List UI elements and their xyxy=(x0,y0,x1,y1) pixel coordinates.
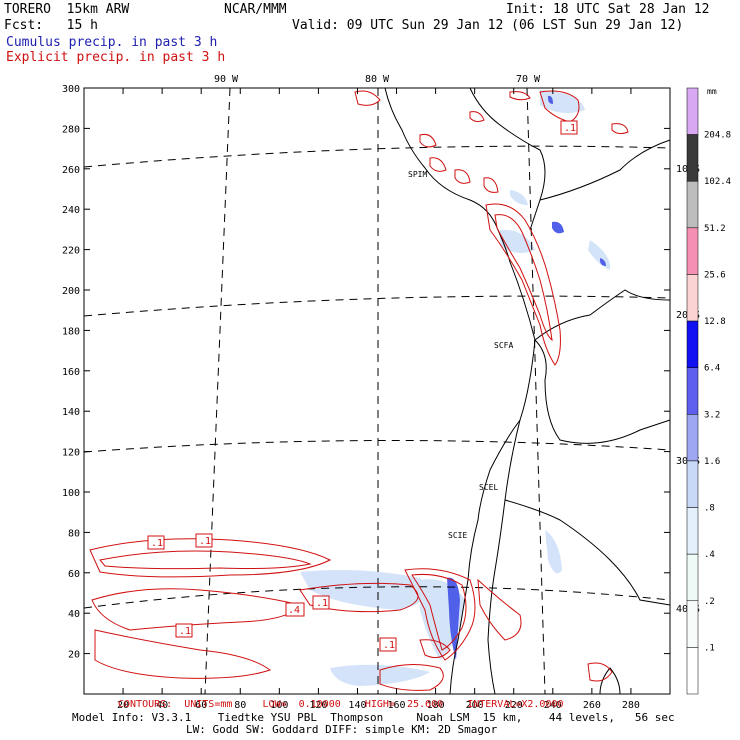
colorbar-swatch xyxy=(686,320,699,368)
x-tick-label: 260 xyxy=(583,700,601,711)
colorbar-swatch xyxy=(686,227,699,275)
colorbar-swatch xyxy=(686,180,699,229)
colorbar-level-label: .2 xyxy=(704,597,715,607)
x-tick-label: 200 xyxy=(466,700,484,711)
colorbar-swatch xyxy=(686,460,699,508)
colorbar-swatch xyxy=(686,600,699,648)
lon-label-90w: 90 W xyxy=(214,74,239,85)
x-axis: 20 40 60 80 100 120 140 160 180 200 220 240 260 280 xyxy=(117,88,640,711)
y-axis: 20 40 60 80 100 120 140 160 180 200 220 240 260 280 30… xyxy=(62,84,670,661)
svg-text:.1: .1 xyxy=(179,626,191,637)
y-tick-label: 260 xyxy=(62,165,80,176)
x-tick-label: 100 xyxy=(270,700,288,711)
colorbar-swatch xyxy=(686,87,699,135)
x-tick-label: 80 xyxy=(234,700,246,711)
valid-time: Valid: 09 UTC Sun 29 Jan 12 (06 LST Sun … xyxy=(292,18,684,33)
station-scel: SCEL xyxy=(479,483,498,492)
y-tick-label: 140 xyxy=(62,407,80,418)
x-tick-label: 40 xyxy=(156,700,168,711)
lon-label-80w: 80 W xyxy=(365,74,390,85)
colorbar-level-label: 12.8 xyxy=(704,317,726,327)
y-tick-label: 40 xyxy=(68,609,80,620)
cumulus-cores xyxy=(447,95,606,660)
colorbar: 204.8 102.4 51.2 25.6 12.8 6.4 3.2 1.6 .8 .4 .2 .1 xyxy=(686,87,731,695)
contour-label-3: .1 xyxy=(175,623,193,638)
colorbar-level-label: 1.6 xyxy=(704,457,720,467)
model-info-2: LW: Godd SW: Goddard DIFF: simple KM: 2D… xyxy=(186,723,498,736)
station-scfa: SCFA xyxy=(494,341,513,350)
svg-text:.1: .1 xyxy=(383,640,395,651)
forecast-hour: Fcst: 15 h xyxy=(4,18,98,33)
y-tick-label: 240 xyxy=(62,205,80,216)
graticule xyxy=(83,87,671,695)
x-tick-label: 60 xyxy=(195,700,207,711)
colorbar-swatch xyxy=(686,367,699,415)
svg-text:.4: .4 xyxy=(288,605,300,616)
y-tick-label: 180 xyxy=(62,326,80,337)
y-tick-label: 280 xyxy=(62,124,80,135)
colorbar-level-label: 102.4 xyxy=(704,177,731,187)
contour-label-4: .4 xyxy=(285,602,305,617)
contour-label-5: .1 xyxy=(312,595,330,610)
cumulus-legend: Cumulus precip. in past 3 h xyxy=(6,35,218,50)
colorbar-swatch xyxy=(686,507,699,555)
colorbar-swatch xyxy=(686,134,699,182)
colorbar-level-label: .4 xyxy=(704,550,715,560)
org-label: NCAR/MMM xyxy=(224,2,287,17)
y-tick-label: 300 xyxy=(62,84,80,95)
x-tick-label: 120 xyxy=(309,700,327,711)
y-tick-label: 200 xyxy=(62,286,80,297)
colorbar-unit: mm xyxy=(707,87,717,96)
colorbar-swatch xyxy=(686,414,699,462)
x-tick-label: 180 xyxy=(427,700,445,711)
contour-info: CONTOURS: UNITS=mm LOW= 0.10000 HIGH= 25… xyxy=(118,699,564,710)
y-tick-label: 120 xyxy=(62,448,80,459)
colorbar-level-label: 3.2 xyxy=(704,410,720,420)
colorbar-swatch xyxy=(686,274,699,322)
x-tick-label: 240 xyxy=(544,700,562,711)
colorbar-level-label: 6.4 xyxy=(704,364,720,374)
y-tick-label: 80 xyxy=(68,528,80,539)
contour-label-1: .1 xyxy=(147,535,165,550)
station-scie: SCIE xyxy=(448,531,467,540)
x-tick-label: 220 xyxy=(505,700,523,711)
lon-label-70w: 70 W xyxy=(516,74,541,85)
explicit-legend: Explicit precip. in past 3 h xyxy=(6,50,226,65)
colorbar-swatch xyxy=(686,553,699,602)
model-title: TORERO 15km ARW xyxy=(4,2,130,17)
contour-label-6: .1 xyxy=(379,637,397,652)
init-time: Init: 18 UTC Sat 28 Jan 12 xyxy=(506,2,710,17)
x-tick-label: 20 xyxy=(117,700,129,711)
colorbar-level-label: 204.8 xyxy=(704,131,731,141)
y-tick-label: 20 xyxy=(68,650,80,661)
model-info: Model Info: V3.3.1 Tiedtke YSU PBL Thomp… xyxy=(72,711,675,724)
colorbar-swatch xyxy=(686,647,699,695)
svg-text:.1: .1 xyxy=(564,123,576,134)
explicit-contours xyxy=(89,90,629,691)
svg-text:.1: .1 xyxy=(316,598,328,609)
colorbar-level-label: 25.6 xyxy=(704,270,726,280)
svg-text:.1: .1 xyxy=(151,538,163,549)
y-tick-label: 220 xyxy=(62,246,80,257)
contour-label-7: .1 xyxy=(560,120,578,135)
colorbar-level-label: .8 xyxy=(704,504,715,514)
y-tick-label: 100 xyxy=(62,488,80,499)
station-spim: SPIM xyxy=(408,170,427,179)
coastlines xyxy=(384,87,671,695)
x-tick-label: 140 xyxy=(348,700,366,711)
x-tick-label: 160 xyxy=(388,700,406,711)
y-tick-label: 160 xyxy=(62,367,80,378)
y-tick-label: 60 xyxy=(68,569,80,580)
x-tick-label: 280 xyxy=(622,700,640,711)
svg-text:.1: .1 xyxy=(199,536,211,547)
contour-label-2: .1 xyxy=(195,533,213,548)
colorbar-level-label: 51.2 xyxy=(704,224,726,234)
cumulus-shading xyxy=(300,90,611,686)
colorbar-level-label: .1 xyxy=(704,643,715,653)
